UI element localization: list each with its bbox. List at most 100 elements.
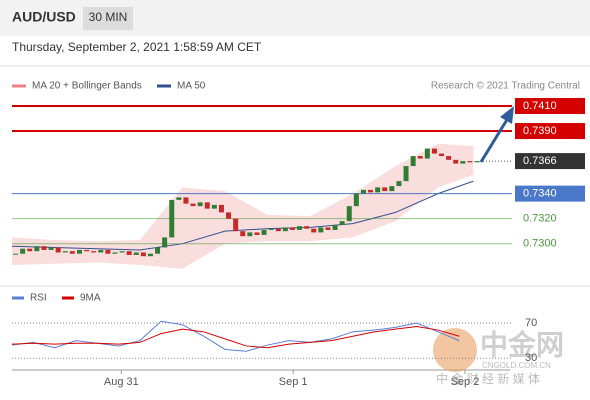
candle — [190, 203, 196, 207]
candle — [55, 247, 61, 253]
forecast-arrow — [479, 117, 510, 163]
candle — [339, 221, 345, 225]
candle — [233, 218, 239, 232]
timeframe-box — [83, 7, 133, 30]
candle — [162, 237, 168, 248]
level-label: 0.7300 — [523, 238, 557, 250]
candle — [382, 187, 388, 192]
candle — [460, 161, 466, 164]
candle — [13, 253, 19, 255]
x-tick-label: Aug 31 — [104, 376, 139, 388]
candle — [119, 251, 125, 253]
level-label: 0.7410 — [523, 100, 557, 112]
candle — [325, 227, 331, 230]
candle — [346, 206, 352, 222]
candle — [140, 252, 146, 257]
rsi-line — [11, 320, 460, 352]
level-label: 0.7340 — [523, 188, 557, 200]
candle — [360, 189, 366, 194]
candle — [76, 249, 82, 254]
symbol: AUD/USD — [12, 9, 76, 25]
legend-label: MA 20 + Bollinger Bands — [32, 81, 142, 92]
bollinger-band — [12, 143, 474, 269]
legend-label: 9MA — [80, 293, 101, 304]
candle — [311, 228, 317, 233]
level-label-box — [515, 185, 585, 202]
rsi-tick-label: 30 — [525, 352, 537, 364]
candle — [133, 252, 139, 255]
price-label-box — [515, 153, 585, 170]
candle — [211, 204, 217, 209]
candle — [34, 246, 40, 252]
forecast-arrow-head — [500, 106, 514, 124]
candle — [431, 148, 437, 154]
watermark-logo: 中金网 — [480, 328, 564, 360]
candle — [396, 181, 402, 187]
source: Research © 2021 Trading Central — [431, 81, 580, 92]
candle — [446, 156, 452, 160]
candle — [353, 193, 359, 207]
candle — [27, 248, 33, 252]
legend-label: MA 50 — [177, 81, 206, 92]
level-label: 0.7390 — [523, 125, 557, 137]
candle — [439, 153, 445, 157]
candle — [69, 251, 75, 254]
candle — [410, 156, 416, 167]
price-label: 0.7366 — [523, 155, 557, 167]
candle — [268, 228, 274, 230]
candle — [84, 249, 90, 252]
candle — [297, 226, 303, 230]
candle — [275, 228, 281, 232]
candle — [282, 227, 288, 232]
watermark-logo-icon — [433, 328, 477, 372]
candle — [417, 156, 423, 159]
level-label-box — [515, 123, 585, 140]
candle — [368, 189, 374, 193]
candle — [318, 227, 324, 233]
candle — [218, 204, 224, 213]
level-label-box — [515, 98, 585, 115]
candle — [147, 253, 153, 257]
x-tick-label: Sep 1 — [279, 376, 308, 388]
level-label: 0.7320 — [523, 213, 557, 225]
x-tick-label: Sep 2 — [451, 376, 480, 388]
timeframe: 30 MIN — [89, 10, 128, 24]
timestamp: Thursday, September 2, 2021 1:58:59 AM C… — [12, 40, 262, 54]
candle — [41, 246, 47, 250]
candle — [247, 232, 253, 237]
legend-label: RSI — [30, 293, 47, 304]
candle — [204, 202, 210, 209]
watermark-site: CNGOLD.COM.CN — [482, 361, 551, 370]
candle — [240, 231, 246, 237]
candle — [197, 202, 203, 207]
candle — [155, 247, 161, 254]
candle — [403, 166, 409, 182]
rsi-line — [11, 326, 460, 349]
candle — [98, 249, 104, 253]
candle — [332, 224, 338, 230]
candle — [169, 199, 175, 238]
candle — [226, 212, 232, 219]
candle — [105, 249, 111, 254]
candle — [254, 232, 260, 235]
candle — [389, 186, 395, 192]
candle — [176, 197, 182, 200]
candle — [261, 229, 267, 235]
watermark-tagline: 中 金 财 经 新 媒 体 — [436, 371, 540, 386]
candle — [304, 226, 310, 229]
candle — [48, 247, 54, 250]
candle — [91, 251, 97, 253]
ma50-line — [11, 180, 474, 251]
rsi-tick-label: 70 — [525, 317, 537, 329]
candle — [112, 252, 118, 254]
candle — [20, 248, 26, 254]
candle — [453, 159, 459, 164]
candle — [467, 161, 473, 163]
candle — [126, 251, 132, 255]
candle — [183, 197, 189, 204]
candle — [62, 251, 68, 253]
candle — [474, 161, 480, 163]
candle — [424, 148, 430, 159]
candle — [375, 187, 381, 193]
